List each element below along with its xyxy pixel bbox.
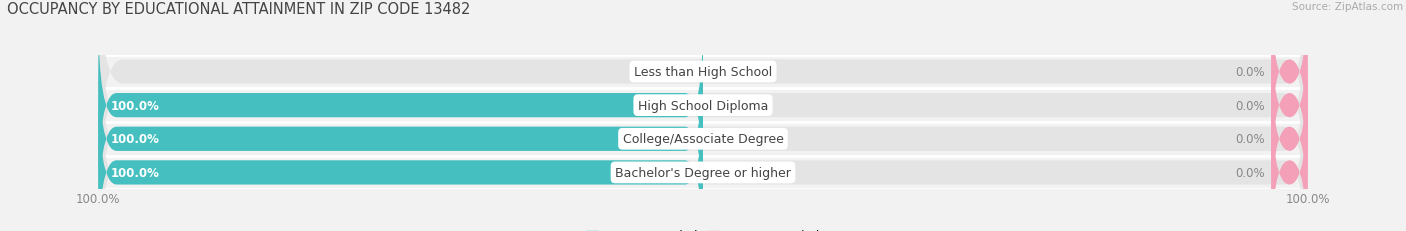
FancyBboxPatch shape	[98, 51, 1308, 231]
FancyBboxPatch shape	[98, 0, 1308, 228]
Text: 0.0%: 0.0%	[1236, 133, 1265, 146]
FancyBboxPatch shape	[1271, 51, 1308, 228]
Text: 0.0%: 0.0%	[661, 66, 690, 79]
FancyBboxPatch shape	[98, 0, 1308, 194]
FancyBboxPatch shape	[1271, 0, 1308, 161]
Text: High School Diploma: High School Diploma	[638, 99, 768, 112]
FancyBboxPatch shape	[1271, 17, 1308, 194]
FancyBboxPatch shape	[98, 51, 703, 228]
Text: Source: ZipAtlas.com: Source: ZipAtlas.com	[1292, 2, 1403, 12]
Text: Less than High School: Less than High School	[634, 66, 772, 79]
Text: 100.0%: 100.0%	[111, 99, 159, 112]
FancyBboxPatch shape	[98, 17, 703, 194]
Text: 0.0%: 0.0%	[1236, 99, 1265, 112]
Text: 100.0%: 100.0%	[111, 166, 159, 179]
Legend: Owner-occupied, Renter-occupied: Owner-occupied, Renter-occupied	[581, 225, 825, 231]
Text: College/Associate Degree: College/Associate Degree	[623, 133, 783, 146]
Text: Bachelor's Degree or higher: Bachelor's Degree or higher	[614, 166, 792, 179]
Text: 0.0%: 0.0%	[1236, 166, 1265, 179]
Text: OCCUPANCY BY EDUCATIONAL ATTAINMENT IN ZIP CODE 13482: OCCUPANCY BY EDUCATIONAL ATTAINMENT IN Z…	[7, 2, 471, 17]
FancyBboxPatch shape	[98, 84, 703, 231]
FancyBboxPatch shape	[1271, 84, 1308, 231]
FancyBboxPatch shape	[98, 17, 1308, 231]
Text: 100.0%: 100.0%	[111, 133, 159, 146]
Text: 0.0%: 0.0%	[1236, 66, 1265, 79]
